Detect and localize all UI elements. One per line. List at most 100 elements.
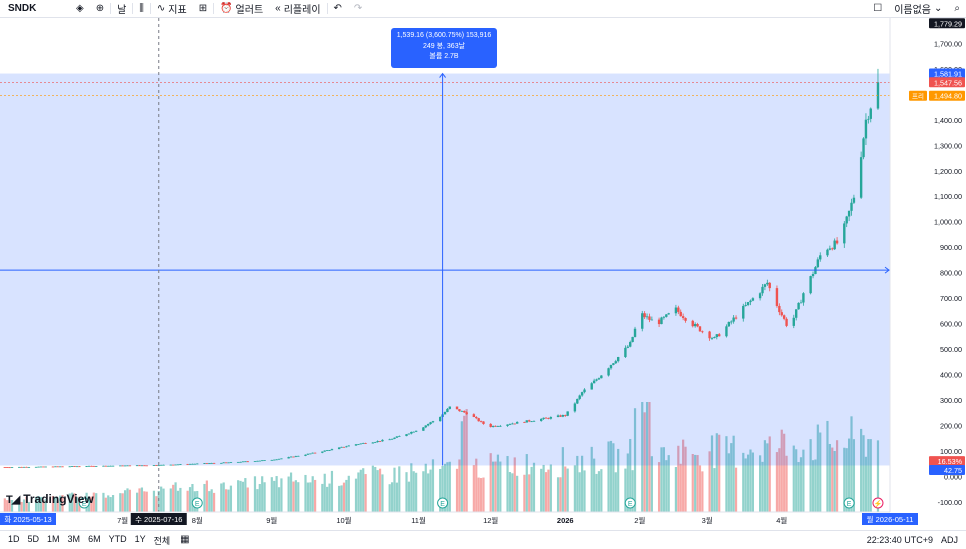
range-button-3m[interactable]: 3M	[67, 533, 81, 544]
candle-body	[6, 467, 9, 468]
candle-body	[592, 380, 596, 384]
undo-button[interactable]: ↶	[328, 0, 348, 17]
volume-bar	[578, 472, 581, 512]
candle-body	[867, 118, 870, 120]
candle-body	[140, 465, 144, 467]
bottom-right: 22:23:40 UTC+9 ADJ	[867, 535, 966, 545]
volume-bar	[128, 489, 131, 512]
candle-body	[643, 313, 646, 318]
candle-body	[159, 464, 163, 466]
toolbar-right: ☐ 이름없음 ⌄ ⌕	[867, 0, 966, 17]
time-axis[interactable]: 7월 8월 9월 10월 11월 12월 2026 2월 3월 4월 화 2025-05-13 수 2…	[0, 511, 918, 525]
volume-bar	[708, 451, 711, 512]
candle-body	[37, 466, 40, 468]
candle-body	[143, 465, 146, 467]
volume-bar	[641, 402, 644, 512]
interval-button[interactable]: 날	[111, 0, 132, 17]
range-button-1m[interactable]: 1M	[47, 533, 60, 544]
candle-body	[188, 463, 192, 465]
volume-bar	[609, 440, 613, 512]
volume-bar	[412, 471, 415, 512]
clock[interactable]: 22:23:40 UTC+9	[866, 535, 933, 545]
search-button[interactable]: ⌕	[948, 0, 966, 17]
price-chart[interactable]: E E E E E ⚡ -100.00 0.000 100.00 200.00 300.00 400…	[0, 18, 966, 530]
symbol-settings-icon[interactable]: ◈	[76, 2, 84, 14]
candle-body	[660, 317, 663, 325]
price-tag: 42.75	[929, 464, 965, 475]
volume-bar	[297, 482, 300, 512]
volume-bar	[725, 436, 728, 512]
volume-bar	[718, 434, 721, 512]
volume-bar	[205, 480, 208, 512]
price-tag: 1,494.80 프리	[909, 90, 965, 101]
volume-bar	[458, 459, 461, 512]
range-button-ytd[interactable]: YTD	[108, 533, 127, 544]
range-button-5d[interactable]: 5D	[27, 533, 40, 544]
volume-bar	[73, 493, 76, 512]
volume-bar	[237, 480, 240, 512]
calendar-icon[interactable]: ▦	[180, 534, 190, 545]
volume-bar	[513, 457, 516, 512]
volume-bar	[862, 435, 865, 512]
symbol-search[interactable]: SNDK	[0, 0, 70, 17]
compare-add-icon[interactable]: ⊕	[95, 2, 105, 14]
range-button-전체[interactable]: 전체	[153, 535, 171, 546]
indicators-icon: ∿	[156, 2, 166, 14]
indicators-button[interactable]: ∿ 지표	[151, 0, 193, 17]
redo-button[interactable]: ↷	[348, 0, 368, 17]
price-tag: 16.53%	[929, 456, 965, 467]
candle-body	[438, 417, 442, 422]
volume-bar	[102, 492, 105, 512]
replay-label: 리플레이	[283, 5, 321, 16]
candle-body	[51, 466, 55, 468]
candle-body	[241, 461, 245, 463]
earnings-marker-circle	[191, 497, 203, 509]
candle-body	[426, 424, 430, 426]
candle-body	[446, 408, 449, 412]
alert-button[interactable]: ⏰ 얼러트	[214, 0, 269, 17]
candle-body	[263, 460, 266, 461]
adjust-toggle[interactable]: ADJ	[940, 535, 958, 545]
candle-body	[398, 436, 401, 437]
volume-bar	[667, 455, 670, 512]
volume-bar	[626, 453, 629, 512]
volume-bar	[595, 473, 598, 512]
price-tag-bg	[929, 90, 965, 101]
candle-body	[718, 334, 721, 337]
lightning-circle	[872, 497, 884, 509]
volume-bar	[698, 465, 702, 512]
candle-body	[624, 347, 627, 358]
layout-name-button[interactable]: 이름없음 ⌄	[888, 0, 948, 17]
volume-bar	[306, 482, 309, 512]
replay-button[interactable]: « 리플레이	[269, 0, 326, 17]
volume-bar	[376, 470, 379, 512]
tradingview-logo[interactable]: T◢ TradingView	[6, 492, 94, 506]
candle-body	[816, 259, 820, 268]
volume-bar	[448, 461, 451, 512]
range-button-1y[interactable]: 1Y	[134, 533, 146, 544]
candle-body	[297, 455, 300, 457]
volume-bar	[763, 440, 767, 512]
volume-bar	[479, 478, 483, 512]
range-button-6m[interactable]: 6M	[88, 533, 101, 544]
candle-body	[371, 442, 375, 444]
volume-bar	[25, 496, 28, 512]
templates-button[interactable]: ⊞	[193, 0, 213, 17]
volume-bar	[388, 484, 391, 512]
volume-bar	[778, 448, 781, 512]
volume-bar	[494, 461, 497, 512]
price-tick-label: -100.00	[938, 498, 962, 507]
fullscreen-button[interactable]: ☐	[867, 0, 888, 17]
volume-bar	[326, 486, 329, 512]
measure-tooltip-volume: 볼륨 2.7B	[429, 53, 459, 60]
range-button-1d[interactable]: 1D	[8, 533, 20, 544]
volume-bar	[126, 488, 129, 512]
range-end-tag-bg	[862, 513, 918, 525]
volume-bar	[544, 472, 548, 512]
volume-bar	[775, 452, 779, 512]
volume-bar	[657, 462, 661, 512]
chart-type-button[interactable]: ⫼	[133, 0, 150, 17]
price-tick-label: 800.00	[940, 269, 962, 278]
alert-clock-icon: ⏰	[220, 2, 233, 14]
candle-body	[169, 464, 172, 466]
